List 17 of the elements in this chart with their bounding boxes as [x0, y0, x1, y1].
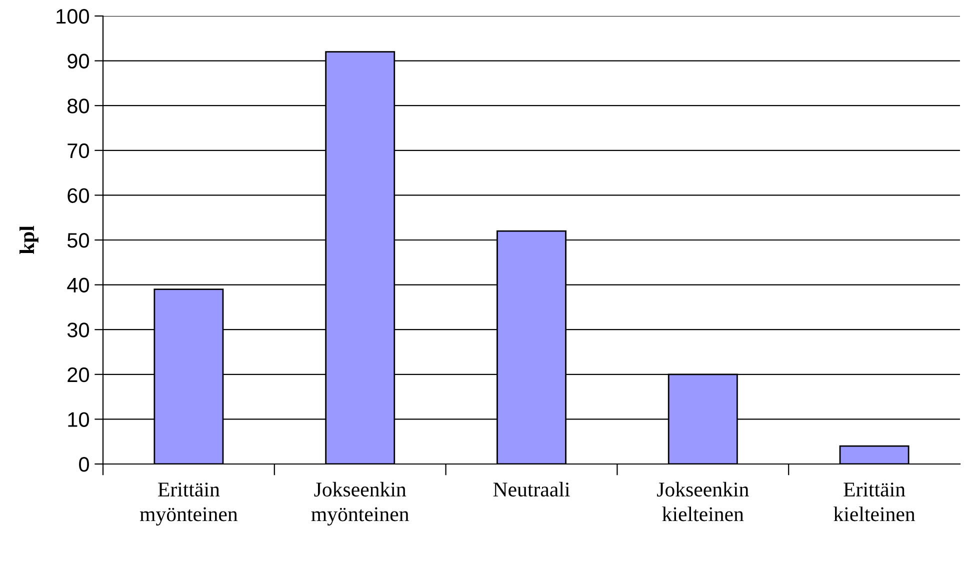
- y-tick-label: 60: [68, 188, 89, 203]
- y-tick-label: 40: [67, 278, 89, 293]
- x-tick-label: Jokseenkin kielteinen: [657, 482, 749, 522]
- y-tick-label: 30: [67, 322, 89, 338]
- y-tick-label: 70: [68, 143, 89, 158]
- x-tick-label: Neutraali: [493, 482, 570, 497]
- x-tick-label: Erittäin myönteinen: [140, 482, 238, 526]
- y-tick-label: 10: [68, 412, 89, 427]
- y-tick-label: 90: [68, 54, 89, 69]
- y-tick-label: 100: [56, 9, 89, 24]
- y-tick-label: 20: [68, 367, 89, 382]
- x-tick-label: Jokseenkin myönteinen: [311, 482, 409, 526]
- x-tick-label: Erittäin kielteinen: [834, 482, 916, 522]
- y-tick-label: 80: [68, 98, 89, 114]
- y-tick-label: 0: [79, 457, 89, 472]
- y-axis-title: kpl: [19, 226, 38, 254]
- y-tick-label: 50: [67, 233, 89, 248]
